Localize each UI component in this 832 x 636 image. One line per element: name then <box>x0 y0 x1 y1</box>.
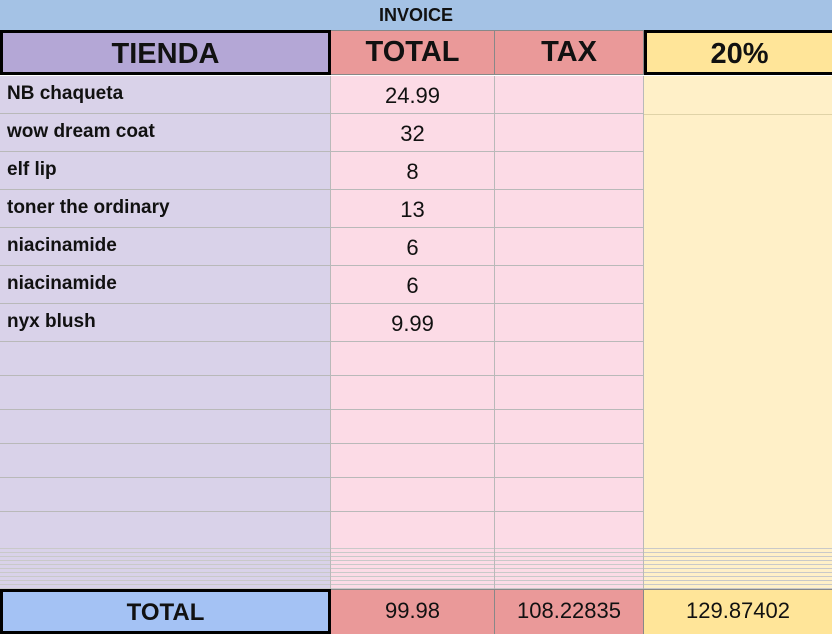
footer-rate-value[interactable]: 129.87402 <box>644 589 832 634</box>
tax-cell[interactable] <box>495 152 644 190</box>
header-total[interactable]: TOTAL <box>331 30 495 75</box>
store-cell[interactable]: NB chaqueta <box>0 76 331 114</box>
store-cell[interactable]: nyx blush <box>0 304 331 342</box>
divider-total <box>331 545 495 589</box>
tax-cell[interactable] <box>495 512 644 546</box>
total-cell[interactable]: 8 <box>331 152 495 190</box>
tax-cell[interactable] <box>495 410 644 444</box>
total-cell[interactable] <box>331 342 495 376</box>
tax-cell[interactable] <box>495 228 644 266</box>
store-cell[interactable]: niacinamide <box>0 228 331 266</box>
total-cell[interactable] <box>331 444 495 478</box>
header-tax[interactable]: TAX <box>495 30 644 75</box>
total-cell[interactable]: 9.99 <box>331 304 495 342</box>
footer-total-value[interactable]: 99.98 <box>331 589 495 634</box>
tax-cell[interactable] <box>495 376 644 410</box>
hidden-rows-divider <box>0 545 832 589</box>
total-cell[interactable]: 32 <box>331 114 495 152</box>
store-cell[interactable] <box>0 478 331 512</box>
footer-total-label[interactable]: TOTAL <box>0 589 331 634</box>
tax-cell[interactable] <box>495 114 644 152</box>
divider-tax <box>495 545 644 589</box>
store-cell[interactable] <box>0 512 331 546</box>
tax-cell[interactable] <box>495 76 644 114</box>
total-cell[interactable]: 6 <box>331 266 495 304</box>
divider-rate <box>644 545 832 589</box>
tax-cell[interactable] <box>495 444 644 478</box>
footer-tax-value[interactable]: 108.22835 <box>495 589 644 634</box>
total-cell[interactable] <box>331 376 495 410</box>
total-cell[interactable]: 6 <box>331 228 495 266</box>
store-cell[interactable]: wow dream coat <box>0 114 331 152</box>
tax-cell[interactable] <box>495 266 644 304</box>
total-cell[interactable] <box>331 478 495 512</box>
tax-cell[interactable] <box>495 342 644 376</box>
total-cell[interactable]: 24.99 <box>331 76 495 114</box>
store-cell[interactable]: elf lip <box>0 152 331 190</box>
header-rate[interactable]: 20% <box>644 30 832 75</box>
tax-cell[interactable] <box>495 190 644 228</box>
total-cell[interactable] <box>331 512 495 546</box>
rate-merged-cell[interactable] <box>644 76 832 546</box>
total-cell[interactable] <box>331 410 495 444</box>
total-cell[interactable]: 13 <box>331 190 495 228</box>
store-cell[interactable] <box>0 376 331 410</box>
divider-store <box>0 545 331 589</box>
rate-row-divider <box>644 114 832 115</box>
tax-cell[interactable] <box>495 304 644 342</box>
sheet-title: INVOICE <box>0 0 832 30</box>
store-cell[interactable] <box>0 410 331 444</box>
store-cell[interactable] <box>0 444 331 478</box>
tax-cell[interactable] <box>495 478 644 512</box>
header-tienda[interactable]: TIENDA <box>0 30 331 75</box>
store-cell[interactable]: niacinamide <box>0 266 331 304</box>
store-cell[interactable]: toner the ordinary <box>0 190 331 228</box>
store-cell[interactable] <box>0 342 331 376</box>
